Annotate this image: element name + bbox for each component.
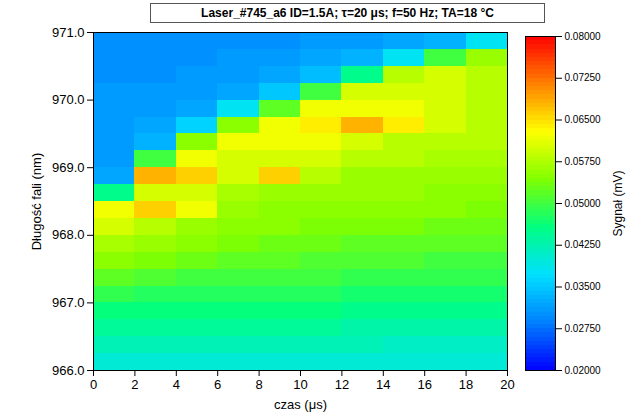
svg-text:Sygnał (mV): Sygnał (mV) (611, 170, 625, 236)
svg-text:14: 14 (376, 377, 390, 392)
svg-text:0.06500: 0.06500 (565, 114, 602, 125)
svg-text:971.0: 971.0 (52, 25, 85, 40)
svg-text:16: 16 (417, 377, 431, 392)
svg-text:0.02750: 0.02750 (565, 323, 602, 334)
svg-text:18: 18 (459, 377, 473, 392)
svg-text:0.07250: 0.07250 (565, 72, 602, 83)
svg-text:4: 4 (173, 377, 180, 392)
svg-text:20: 20 (500, 377, 514, 392)
svg-text:12: 12 (335, 377, 349, 392)
svg-text:970.0: 970.0 (52, 92, 85, 107)
svg-text:966.0: 966.0 (52, 363, 85, 378)
svg-text:0.03500: 0.03500 (565, 281, 602, 292)
svg-text:czas (μs): czas (μs) (274, 397, 327, 412)
svg-text:10: 10 (293, 377, 307, 392)
svg-text:0.02000: 0.02000 (565, 365, 602, 376)
svg-text:0.05750: 0.05750 (565, 156, 602, 167)
svg-text:0: 0 (90, 377, 97, 392)
html-text:Laser_#745_a6 ID=1.5A; τ=20 μs: Laser_#745_a6 ID=1.5A; τ=20 μs; f=50 Hz;… (201, 6, 494, 20)
svg-text:969.0: 969.0 (52, 160, 85, 175)
svg-text:Długość fali (nm): Długość fali (nm) (29, 153, 44, 251)
svg-text:8: 8 (255, 377, 262, 392)
svg-text:967.0: 967.0 (52, 295, 85, 310)
svg-text:6: 6 (214, 377, 221, 392)
svg-text:968.0: 968.0 (52, 227, 85, 242)
svg-text:0.05000: 0.05000 (565, 198, 602, 209)
svg-text:0.04250: 0.04250 (565, 239, 602, 250)
svg-text:0.08000: 0.08000 (565, 31, 602, 42)
svg-text:2: 2 (131, 377, 138, 392)
